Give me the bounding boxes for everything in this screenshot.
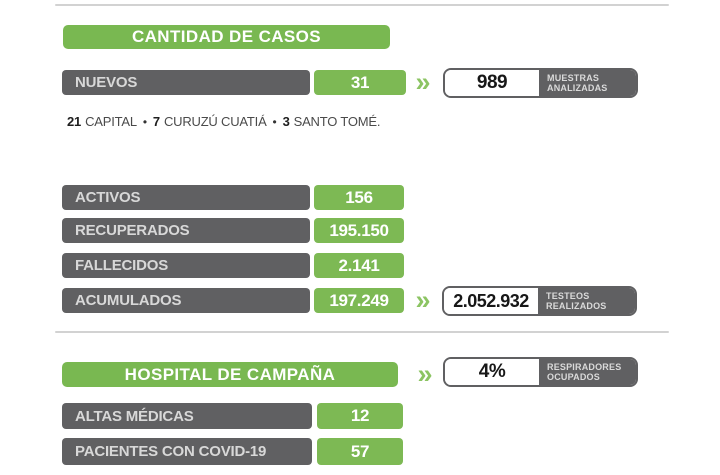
stat-value-pacientes-covid: 57	[317, 438, 403, 465]
stat-value-recuperados: 195.150	[314, 218, 404, 243]
breakdown-place-capital: CAPITAL	[85, 114, 137, 129]
stat-value-altas-medicas: 12	[317, 403, 403, 429]
muestras-label: MUESTRAS ANALIZADAS	[539, 70, 636, 96]
stat-bar-pacientes-covid: PACIENTES CON COVID-19	[62, 438, 312, 465]
stat-value-acumulados: 197.249	[314, 288, 404, 313]
stat-bar-activos: ACTIVOS	[62, 185, 310, 210]
testeos-label: TESTEOS REALIZADOS	[538, 288, 635, 314]
stat-bar-acumulados: ACUMULADOS	[62, 288, 310, 313]
section-divider	[55, 331, 669, 333]
chevron-right-icon: »	[415, 67, 431, 97]
breakdown-num-capital: 21	[67, 114, 82, 129]
stat-bar-altas-medicas: ALTAS MÉDICAS	[62, 403, 312, 429]
testeos-realizados-pill: 2.052.932 TESTEOS REALIZADOS	[442, 286, 637, 316]
bullet-separator: •	[272, 115, 277, 129]
muestras-analizadas-pill: 989 MUESTRAS ANALIZADAS	[443, 68, 638, 98]
stat-bar-fallecidos: FALLECIDOS	[62, 253, 310, 278]
breakdown-place-santotome: SANTO TOMÉ.	[293, 114, 381, 129]
stat-bar-recuperados: RECUPERADOS	[62, 218, 310, 243]
breakdown-num-curuzu: 7	[152, 114, 160, 129]
stat-value-fallecidos: 2.141	[314, 253, 404, 278]
testeos-value: 2.052.932	[444, 288, 538, 314]
bullet-separator: •	[142, 115, 147, 129]
hospital-section-header: HOSPITAL DE CAMPAÑA	[62, 362, 398, 387]
top-divider	[55, 4, 669, 6]
cases-section-header: CANTIDAD DE CASOS	[63, 25, 390, 49]
respiradores-label: RESPIRADORES OCUPADOS	[539, 359, 636, 385]
stat-label-nuevos: NUEVOS	[75, 74, 138, 91]
stat-value-nuevos: 31	[314, 70, 406, 95]
muestras-value: 989	[445, 70, 539, 96]
breakdown-num-santotome: 3	[282, 114, 290, 129]
stat-value-activos: 156	[314, 185, 404, 210]
stat-bar-nuevos: NUEVOS	[62, 70, 310, 95]
hospital-section-title: HOSPITAL DE CAMPAÑA	[124, 364, 336, 384]
respiradores-ocupados-pill: 4% RESPIRADORES OCUPADOS	[443, 357, 638, 387]
respiradores-value: 4%	[445, 359, 539, 385]
chevron-right-icon: »	[417, 359, 433, 389]
cases-section-title: CANTIDAD DE CASOS	[131, 27, 322, 46]
chevron-right-icon: »	[415, 285, 431, 315]
breakdown-place-curuzu: CURUZÚ CUATIÁ	[163, 114, 267, 129]
new-cases-breakdown: 21 CAPITAL • 7 CURUZÚ CUATIÁ • 3 SANTO TOMÉ.	[67, 114, 380, 129]
